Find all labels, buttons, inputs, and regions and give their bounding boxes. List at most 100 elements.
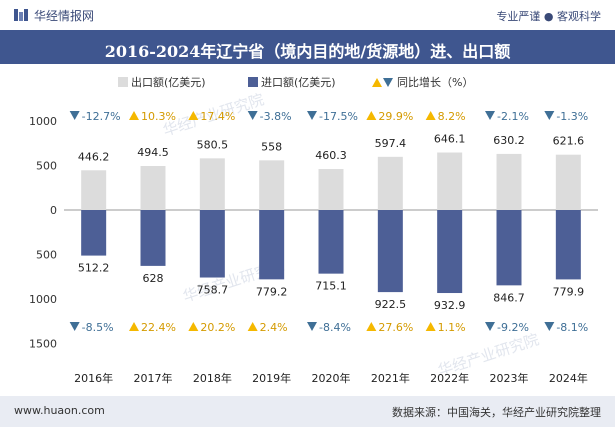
chart-title: 2016-2024年辽宁省（境内目的地/货源地）进、出口额	[104, 42, 511, 61]
legend-swatch-export	[118, 77, 128, 87]
bar-export	[555, 154, 581, 210]
bar-import	[377, 210, 403, 293]
growth-label-export: 17.4%	[200, 110, 235, 123]
growth-label-export: 29.9%	[378, 110, 413, 123]
x-tick-label: 2018年	[193, 371, 232, 385]
x-tick-label: 2021年	[371, 371, 410, 385]
growth-label-export: -1.3%	[556, 110, 588, 123]
legend-label-export: 出口额(亿美元)	[131, 75, 206, 89]
growth-label-export: -3.8%	[260, 110, 292, 123]
data-label-export: 630.2	[493, 134, 525, 147]
y-tick-label: 0	[50, 204, 57, 217]
growth-up-icon	[188, 111, 199, 120]
bar-import	[259, 210, 285, 280]
y-tick-label: 500	[36, 160, 57, 173]
data-label-export: 446.2	[78, 150, 110, 163]
logo-icon	[14, 9, 28, 21]
bar-export	[259, 160, 285, 210]
growth-up-icon	[366, 111, 377, 120]
footer-band	[0, 396, 615, 427]
growth-label-export: -12.7%	[82, 110, 121, 123]
y-tick-label: 1000	[29, 115, 57, 128]
data-label-import: 512.2	[78, 262, 110, 275]
bar-import	[555, 210, 581, 280]
data-label-export: 580.5	[197, 138, 229, 151]
growth-label-import: 1.1%	[438, 321, 466, 334]
data-label-import: 628	[143, 272, 164, 285]
brand-tags: 专业严谨 ● 客观科学	[496, 10, 601, 23]
legend-swatch-import	[248, 77, 258, 87]
legend-label-growth: 同比增长（%）	[397, 75, 473, 89]
x-tick-label: 2024年	[549, 371, 588, 385]
data-label-import: 715.1	[315, 280, 347, 293]
data-source: 数据来源：中国海关，华经产业研究院整理	[392, 406, 601, 419]
y-tick-label: 1500	[29, 338, 57, 351]
bar-export	[377, 156, 403, 210]
data-label-import: 758.7	[197, 284, 229, 297]
x-tick-label: 2023年	[490, 371, 529, 385]
brand-name: 华经情报网	[34, 9, 95, 23]
growth-down-icon	[307, 322, 317, 331]
bar-export	[318, 169, 344, 210]
x-tick-label: 2016年	[74, 371, 113, 385]
y-tick-label: 1000	[29, 293, 57, 306]
data-label-export: 621.6	[553, 135, 585, 148]
y-tick-label: 500	[36, 249, 57, 262]
growth-label-import: -8.5%	[82, 321, 114, 334]
bar-import	[318, 210, 344, 274]
growth-up-icon	[129, 111, 139, 120]
growth-down-icon	[485, 322, 495, 331]
legend-triangle-up-icon	[372, 78, 382, 87]
growth-up-icon	[247, 322, 258, 331]
growth-label-export: -2.1%	[497, 110, 529, 123]
bar-export	[496, 153, 522, 210]
bar-import	[496, 210, 522, 286]
growth-down-icon	[247, 111, 258, 120]
growth-down-icon	[307, 111, 317, 120]
data-label-import: 779.2	[256, 285, 288, 298]
data-label-export: 646.1	[434, 132, 466, 145]
growth-down-icon	[69, 322, 80, 331]
growth-down-icon	[69, 111, 80, 120]
data-label-export: 460.3	[315, 149, 347, 162]
growth-label-import: 27.6%	[378, 321, 413, 334]
growth-label-import: -8.4%	[319, 321, 351, 334]
bar-import	[199, 210, 225, 278]
website-link[interactable]: www.huaon.com	[14, 404, 105, 417]
growth-down-icon	[544, 322, 555, 331]
growth-label-export: 8.2%	[438, 110, 466, 123]
growth-label-import: 22.4%	[141, 321, 176, 334]
legend-triangle-down-icon	[383, 78, 393, 87]
data-label-export: 597.4	[375, 137, 407, 150]
x-tick-label: 2022年	[430, 371, 469, 385]
bar-import	[437, 210, 463, 294]
bar-import	[140, 210, 166, 266]
growth-label-import: -9.2%	[497, 321, 529, 334]
legend-label-import: 进口额(亿美元)	[261, 76, 336, 89]
growth-label-import: 2.4%	[260, 321, 288, 334]
data-label-export: 494.5	[137, 146, 169, 159]
title-band	[0, 30, 615, 64]
growth-down-icon	[544, 111, 555, 120]
x-tick-label: 2020年	[312, 371, 351, 385]
data-label-import: 932.9	[434, 299, 466, 312]
growth-down-icon	[485, 111, 495, 120]
growth-up-icon	[129, 322, 139, 331]
bar-export	[437, 152, 463, 210]
data-label-import: 846.7	[493, 291, 525, 304]
growth-up-icon	[425, 322, 436, 331]
x-tick-label: 2019年	[252, 371, 291, 385]
bar-export	[199, 158, 225, 210]
growth-up-icon	[366, 322, 377, 331]
growth-label-import: -8.1%	[556, 321, 588, 334]
bar-import	[81, 210, 107, 256]
bar-export	[140, 165, 166, 210]
data-label-import: 922.5	[375, 298, 407, 311]
top-bar: 华经情报网 专业严谨 ● 客观科学	[0, 0, 615, 30]
x-tick-label: 2017年	[134, 371, 173, 385]
data-label-import: 779.9	[553, 285, 585, 298]
data-label-export: 558	[261, 140, 282, 153]
growth-up-icon	[425, 111, 436, 120]
growth-label-import: 20.2%	[200, 321, 235, 334]
